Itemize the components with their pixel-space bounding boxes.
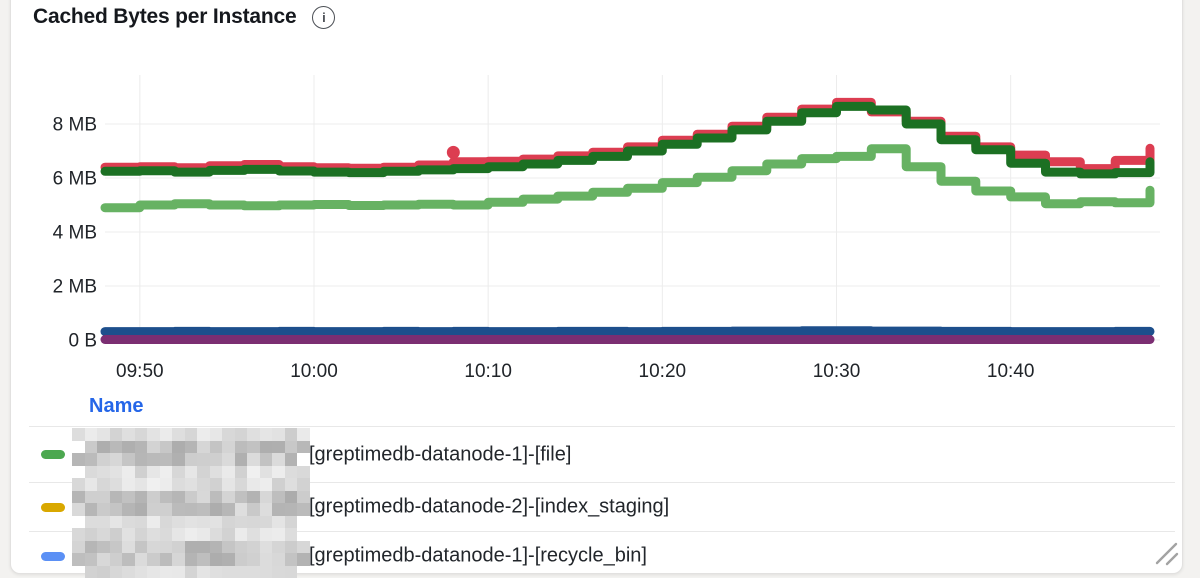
info-icon[interactable]: i xyxy=(312,5,336,29)
legend-row[interactable]: [greptimedb-datanode-1]-[file] xyxy=(29,426,1175,482)
legend-row[interactable]: [greptimedb-datanode-1]-[recycle_bin] xyxy=(29,531,1175,573)
panel-resize-handle[interactable] xyxy=(1153,540,1179,566)
series-label: [greptimedb-datanode-2]-[index_staging] xyxy=(309,495,670,518)
redacted-region xyxy=(72,428,310,578)
series-marker xyxy=(41,450,65,459)
series-label: [greptimedb-datanode-1]-[recycle_bin] xyxy=(309,544,647,567)
panel-header: Cached Bytes per Instance i xyxy=(33,5,336,29)
page-title: Cached Bytes per Instance xyxy=(33,5,297,28)
series-marker xyxy=(41,551,65,561)
series-marker xyxy=(41,502,65,512)
legend-column-header-name[interactable]: Name xyxy=(89,395,144,417)
legend-table: [greptimedb-datanode-1]-[file] [greptimed… xyxy=(29,426,1175,573)
legend-row[interactable]: [greptimedb-datanode-2]-[index_staging] xyxy=(29,482,1175,531)
series-label: [greptimedb-datanode-1]-[file] xyxy=(309,443,572,465)
